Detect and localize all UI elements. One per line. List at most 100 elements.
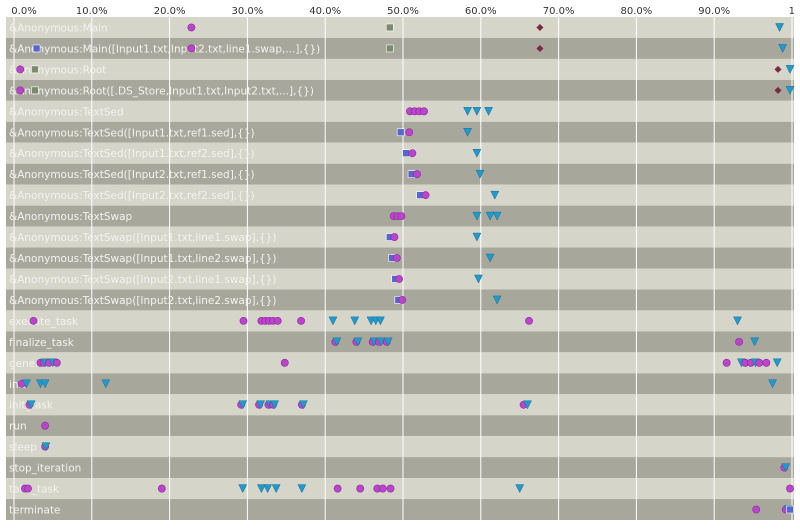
event-circle [29, 316, 38, 325]
event-circle [392, 254, 401, 262]
row-label: &Anonymous:TextSed([Input1.txt,ref1.sed]… [9, 127, 255, 139]
row-label: take_task [9, 484, 60, 496]
row-band [6, 457, 794, 479]
row-band [6, 163, 794, 185]
event-circle [187, 44, 196, 53]
row-label: sleep [9, 442, 37, 454]
x-tick-label: 30.0% [232, 6, 264, 17]
grid-lines [13, 17, 793, 520]
row-label: &Anonymous:TextSed [9, 106, 124, 118]
event-triangle [263, 484, 273, 494]
event-circle [16, 65, 25, 74]
row-label: &Anonymous:TextSwap([Input1.txt,line1.sw… [9, 232, 276, 244]
event-triangle [472, 107, 482, 116]
event-triangle [484, 107, 493, 116]
event-triangle [256, 400, 266, 410]
event-circle [16, 86, 25, 95]
event-triangle [733, 316, 742, 326]
event-markers [16, 23, 795, 515]
event-triangle [472, 211, 482, 221]
event-triangle [353, 337, 363, 347]
event-diamond [536, 44, 544, 52]
event-triangle [785, 86, 795, 95]
event-circle [762, 358, 771, 367]
x-tick-label: 90.0% [698, 6, 730, 17]
x-tick-label: 20.0% [154, 6, 186, 17]
row-band [6, 352, 794, 374]
event-square [385, 44, 394, 53]
event-triangle [768, 379, 777, 389]
row-label: finalize_task [9, 337, 75, 349]
row-label: &Anonymous:TextSwap([Input2.txt,line2.sw… [9, 295, 276, 307]
row-band [6, 100, 794, 122]
row-band [6, 310, 794, 332]
row-label: &Anonymous:TextSed([Input1.txt,ref2.sed]… [9, 148, 255, 160]
x-tick-label: 40.0% [309, 6, 341, 17]
row-band [6, 17, 794, 38]
event-circle [405, 128, 414, 137]
event-triangle [297, 484, 307, 494]
event-triangle [490, 190, 500, 200]
event-diamond [774, 65, 782, 73]
event-circle [157, 484, 166, 493]
x-axis-ticks: 0.0% 10.0% 20.0% 30.0% 40.0% 50.0% 60.0% 70.0% 8… [11, 6, 795, 17]
event-triangle [101, 379, 111, 389]
row-band [6, 184, 794, 206]
event-triangle [775, 23, 784, 33]
event-circle [41, 421, 50, 430]
event-triangle [40, 379, 50, 389]
row-band [6, 58, 794, 80]
row-band [6, 79, 794, 101]
event-circle [395, 275, 404, 283]
event-triangle [270, 400, 280, 410]
row-label: &Anonymous:Root([.DS_Store,Input1.txt,In… [9, 85, 314, 97]
row-label: &Anonymous:TextSed([Input2.txt,ref1.sed]… [9, 169, 255, 181]
event-triangle [485, 253, 495, 263]
event-triangle [256, 484, 266, 494]
row-label: stop_iteration [9, 463, 81, 475]
event-triangle [332, 337, 342, 347]
event-triangle [328, 316, 338, 326]
event-circle [421, 191, 430, 200]
event-triangle [22, 379, 31, 389]
event-circle [239, 316, 248, 325]
event-circle [356, 484, 365, 493]
row-label: &Anonymous:TextSwap([Input1.txt,line2.sw… [9, 253, 276, 265]
event-circle [280, 358, 289, 367]
event-triangle [781, 463, 791, 473]
event-circle [786, 484, 794, 493]
event-circle [408, 149, 417, 158]
row-label: terminate [9, 505, 61, 517]
event-circle [24, 484, 32, 493]
event-triangle [238, 400, 248, 410]
event-square [786, 505, 794, 514]
event-square [396, 128, 405, 137]
row-label: &Anonymous:TextSwap([Input2.txt,line1.sw… [9, 274, 276, 286]
event-circle [420, 107, 428, 116]
event-triangle [271, 484, 281, 494]
row-band [6, 331, 794, 353]
row-band [6, 394, 794, 416]
row-band [6, 415, 794, 437]
event-triangle [26, 400, 36, 410]
event-circle [187, 23, 196, 32]
x-tick-label: 0.0% [11, 6, 36, 17]
event-triangle [492, 295, 502, 305]
row-band [6, 226, 794, 248]
row-band [6, 142, 794, 164]
x-tick-label: 10.0% [76, 6, 108, 17]
row-label: &Anonymous:TextSed([Input2.txt,ref2.sed]… [9, 190, 255, 202]
event-triangle [475, 169, 485, 179]
event-triangle [778, 44, 788, 53]
row-label: &Anonymous:TextSwap [9, 211, 133, 223]
event-circle [755, 358, 764, 367]
event-circle [390, 233, 399, 241]
row-label: execute_task [9, 316, 79, 328]
event-triangle [772, 358, 782, 368]
event-diamond [536, 23, 544, 31]
event-circle [735, 337, 743, 346]
event-triangle [472, 232, 482, 242]
event-triangle [41, 442, 51, 452]
event-square [31, 86, 39, 95]
x-tick-label: 1 [789, 6, 795, 17]
